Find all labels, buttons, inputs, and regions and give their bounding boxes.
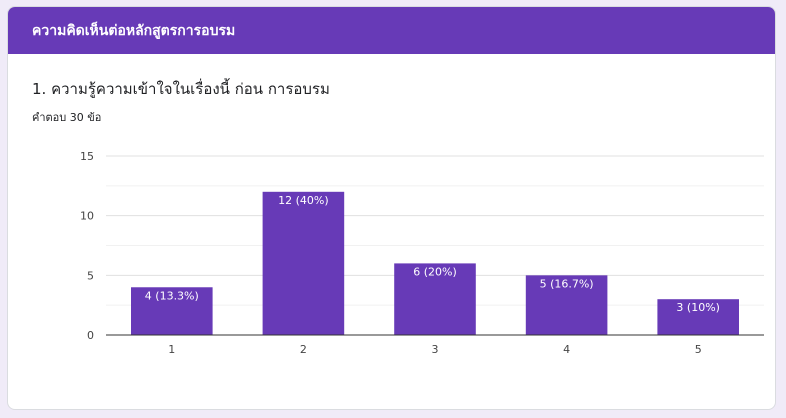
bar-data-label: 5 (16.7%)	[540, 277, 594, 290]
section-header: ความคิดเห็นต่อหลักสูตรการอบรม	[8, 7, 775, 54]
y-tick-label: 5	[87, 269, 94, 282]
bar-data-label: 12 (40%)	[278, 194, 329, 207]
x-tick-label: 5	[695, 343, 702, 356]
question-card: ความคิดเห็นต่อหลักสูตรการอบรม 1. ความรู้…	[7, 6, 776, 410]
section-title: ความคิดเห็นต่อหลักสูตรการอบรม	[32, 22, 236, 39]
x-tick-label: 3	[432, 343, 439, 356]
chart-bars: 4 (13.3%) 12 (40%) 6 (20%) 5 (16.7%) 3 (10%)	[131, 191, 739, 335]
x-tick-label: 1	[168, 343, 175, 356]
x-tick-label: 2	[300, 343, 307, 356]
chart-axes: 0 5 10 15 1 2 3 4 5	[80, 150, 764, 356]
chart-bar[interactable]	[525, 275, 608, 335]
chart-bar[interactable]	[657, 299, 739, 335]
y-tick-label: 10	[80, 210, 94, 223]
bar-data-label: 4 (13.3%)	[145, 289, 199, 302]
bar-data-label: 6 (20%)	[413, 265, 457, 278]
chart-bar[interactable]	[262, 191, 345, 335]
x-tick-label: 4	[563, 343, 570, 356]
bar-data-label: 3 (10%)	[676, 301, 720, 314]
question-title: 1. ความรู้ความเข้าใจในเรื่องนี้ ก่อน การ…	[32, 80, 330, 98]
chart-bar[interactable]	[394, 263, 476, 335]
y-tick-label: 15	[80, 150, 94, 163]
response-count: คำตอบ 30 ข้อ	[32, 111, 102, 124]
chart-bar[interactable]	[131, 287, 213, 335]
y-tick-label: 0	[87, 329, 94, 342]
